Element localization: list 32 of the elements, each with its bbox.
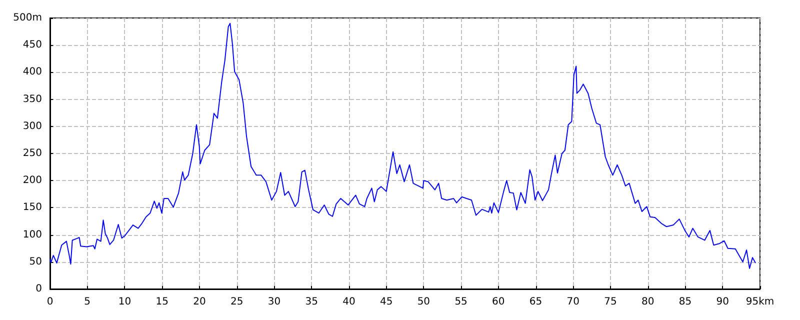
x-tick-label: 10	[118, 296, 132, 308]
y-tick-label: 0	[36, 284, 42, 294]
x-tick-label: 85	[678, 296, 692, 308]
x-tick-label: 70	[566, 296, 580, 308]
x-tick-label: 25	[230, 296, 244, 308]
x-tick-label: 60	[492, 296, 505, 308]
x-tick-label: 80	[642, 296, 654, 308]
line-series	[50, 22, 756, 269]
y-tick-label: 200	[22, 175, 42, 186]
x-tick-label: 20	[193, 296, 206, 308]
x-tick-label: 50	[417, 296, 430, 308]
y-tick-label: 350	[22, 94, 42, 105]
x-tick-label: 15	[156, 296, 168, 308]
y-tick-label: 250	[22, 148, 42, 159]
x-tick-label: 65	[529, 296, 542, 308]
x-tick-label: 90	[716, 296, 729, 308]
y-tick-label: 150	[22, 202, 42, 214]
x-tick-label: 40	[342, 296, 356, 308]
x-tick-label: 45	[380, 296, 393, 308]
y-tick-label: 450	[22, 40, 42, 51]
y-tick-label: 100	[22, 229, 42, 240]
x-tick-label: 55	[454, 296, 468, 308]
x-tick-label: 5	[84, 296, 91, 308]
x-tick-label: 35	[305, 296, 318, 308]
x-tick-label: 75	[604, 296, 617, 308]
y-tick-label: 300	[22, 120, 42, 132]
x-tick-label: 95km	[746, 296, 774, 308]
x-tick-label: 30	[268, 296, 281, 308]
y-tick-label: 500m	[13, 12, 42, 24]
y-tick-label: 50	[29, 256, 42, 268]
y-tick-label: 400	[22, 66, 42, 78]
x-tick-label: 0	[46, 296, 54, 308]
